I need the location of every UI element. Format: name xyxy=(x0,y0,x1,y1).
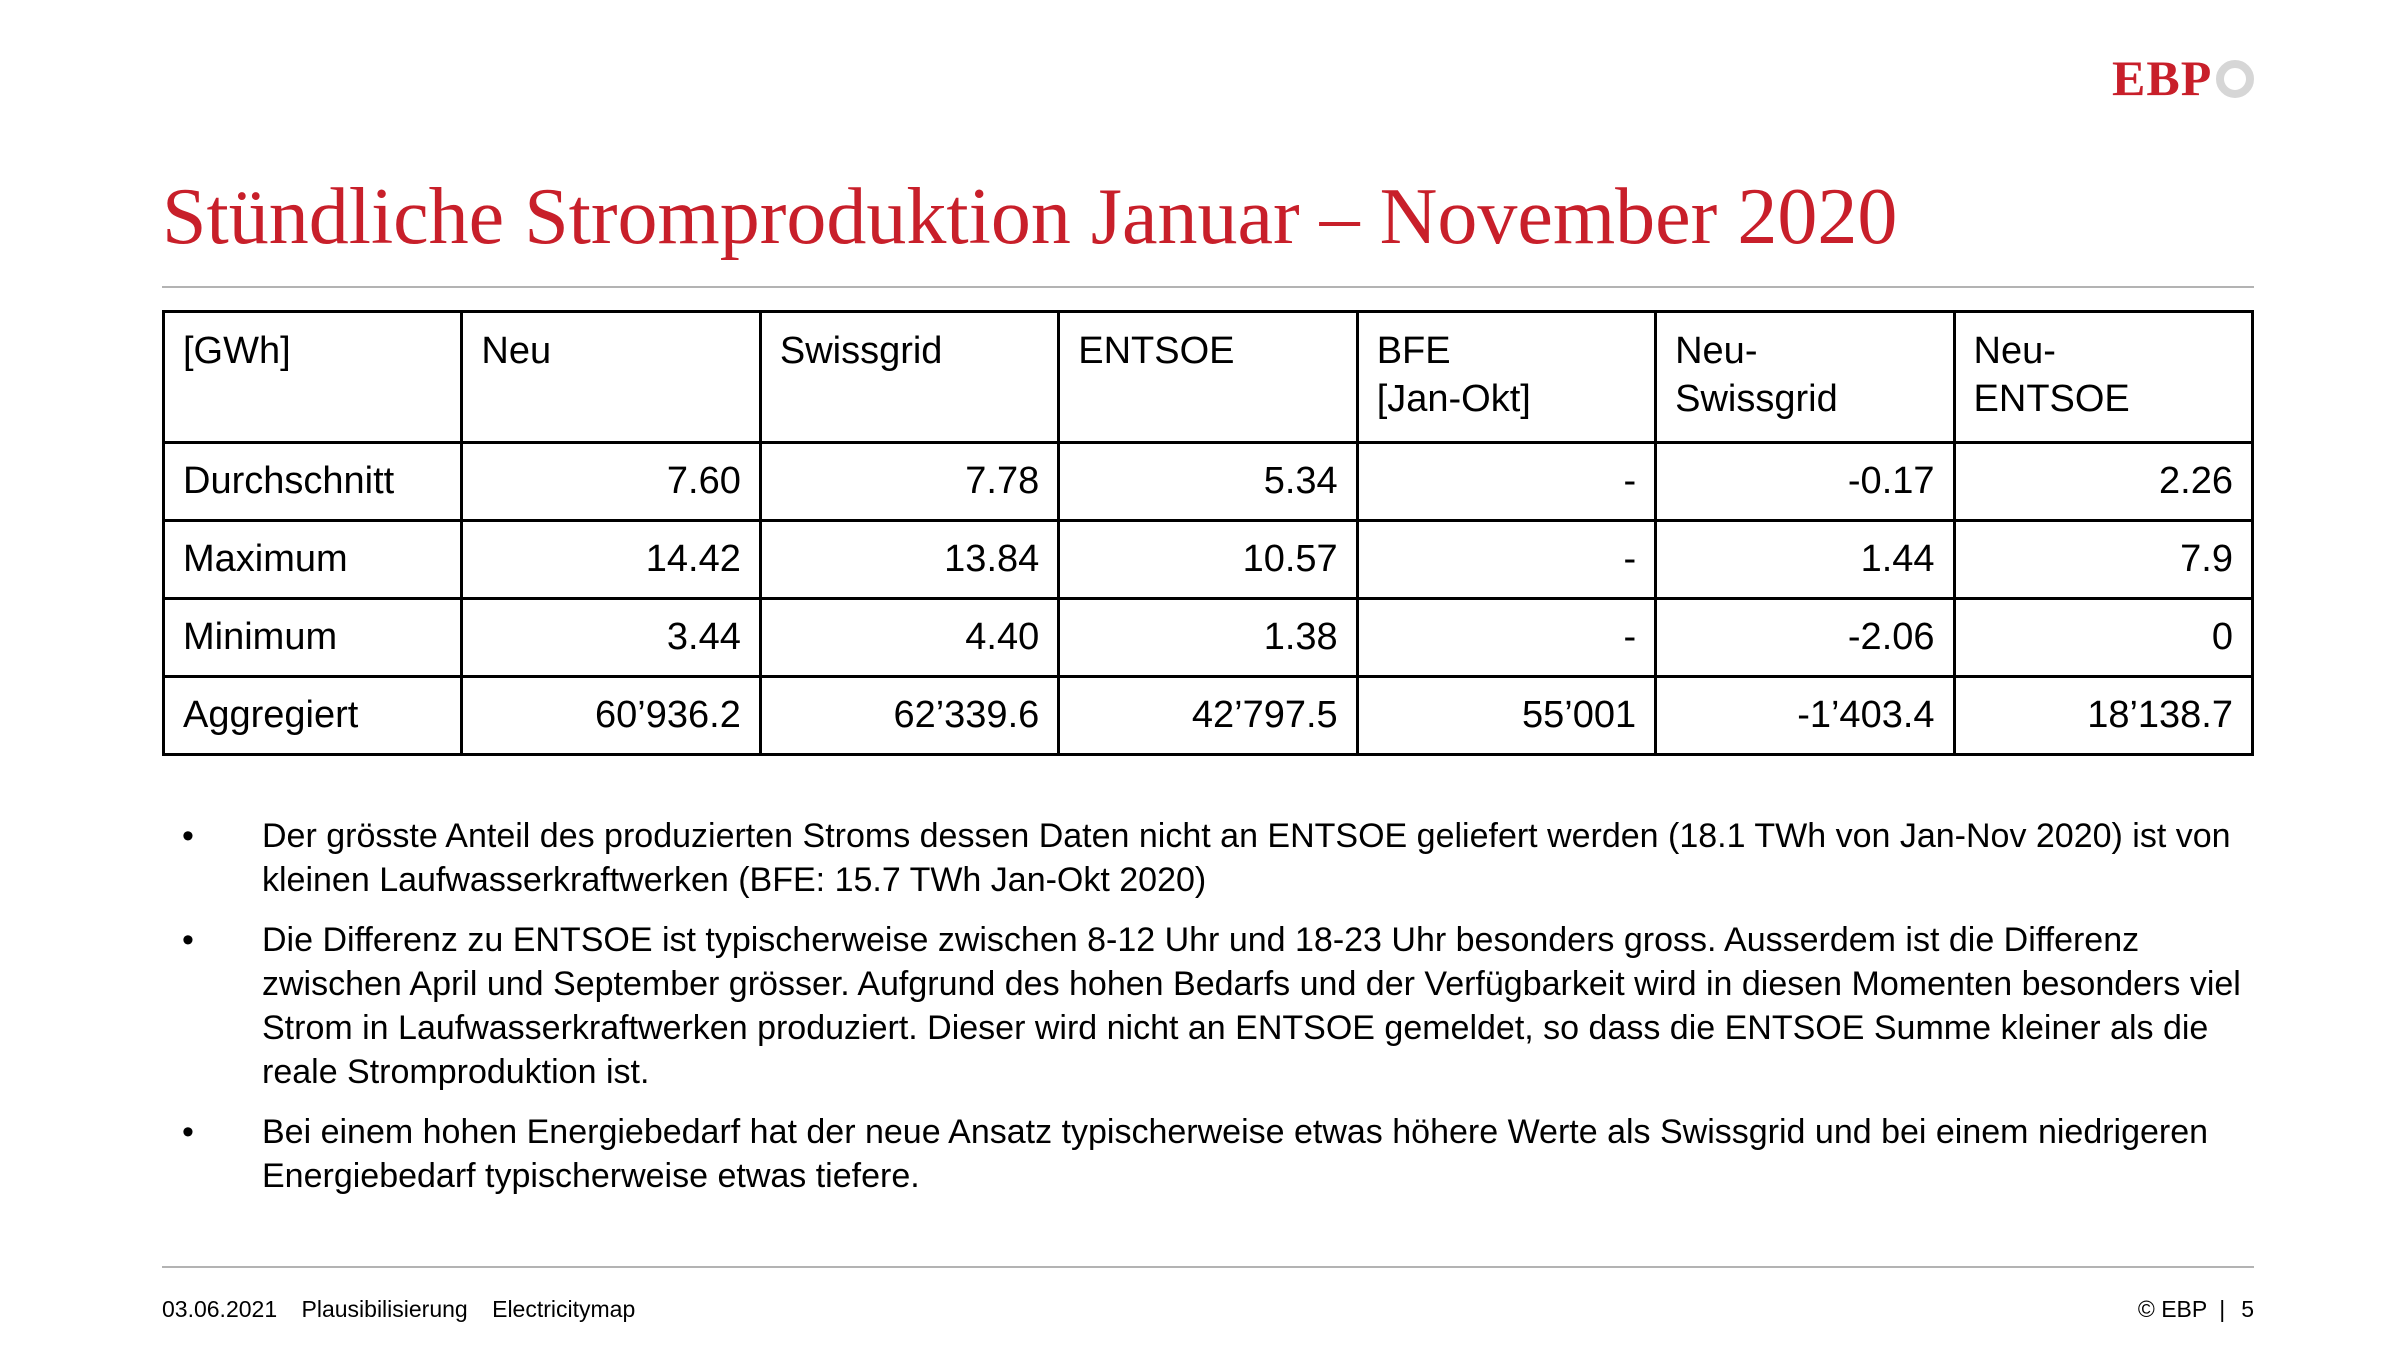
bullet-marker: • xyxy=(182,817,194,855)
slide-title: Stündliche Stromproduktion Januar – Nove… xyxy=(162,173,1898,261)
title-divider xyxy=(162,286,2254,288)
table-cell: 14.42 xyxy=(460,519,762,600)
header-cell-neu: Neu xyxy=(460,310,762,444)
header-line: Neu- xyxy=(1973,330,2056,372)
table-cell: 62’339.6 xyxy=(758,675,1061,756)
table-cell: 7.9 xyxy=(1952,519,2255,600)
table-cell: - xyxy=(1355,597,1658,678)
table-cell: 55’001 xyxy=(1355,675,1658,756)
logo-text: EBP xyxy=(2112,50,2213,106)
table-cell: 4.40 xyxy=(758,597,1061,678)
header-line: Neu xyxy=(481,330,552,372)
table-cell: 18’138.7 xyxy=(1952,675,2255,756)
header-line: Neu- xyxy=(1675,330,1758,372)
table-row: Maximum 14.42 13.84 10.57 - 1.44 7.9 xyxy=(161,519,2255,600)
bullet-text: Der grösste Anteil des produzierten Stro… xyxy=(262,817,2231,899)
table-cell: - xyxy=(1355,519,1658,600)
footer-divider xyxy=(162,1266,2254,1268)
header-line: ENTSOE xyxy=(1078,330,1235,372)
logo-ring-icon xyxy=(2216,60,2255,98)
bullet-text: Bei einem hohen Energiebedarf hat der ne… xyxy=(262,1113,2209,1195)
list-item: • Der grösste Anteil des produzierten St… xyxy=(182,814,2242,902)
footer-right: © EBP | 5 xyxy=(2138,1296,2254,1323)
table-cell: 60’936.2 xyxy=(460,675,762,756)
statistics-table: [GWh] Neu Swissgrid ENTSOE BFE [Jan-Okt] … xyxy=(161,310,2255,756)
ebp-logo: EBP xyxy=(2112,48,2255,108)
table-row: Minimum 3.44 4.40 1.38 - -2.06 0 xyxy=(161,597,2255,678)
table-header-row: [GWh] Neu Swissgrid ENTSOE BFE [Jan-Okt] … xyxy=(161,310,2255,444)
list-item: • Bei einem hohen Energiebedarf hat der … xyxy=(182,1110,2242,1198)
header-cell-bfe: BFE [Jan-Okt] xyxy=(1355,310,1658,444)
table-cell: 7.60 xyxy=(460,441,762,522)
table-cell: 1.38 xyxy=(1057,597,1359,678)
header-line: Swissgrid xyxy=(1675,378,1838,420)
header-cell-unit: [GWh] xyxy=(161,310,464,444)
header-cell-neu-swissgrid: Neu- Swissgrid xyxy=(1654,310,1956,444)
table-cell: -1’403.4 xyxy=(1654,675,1956,756)
bullet-marker: • xyxy=(182,1113,194,1151)
header-line: [GWh] xyxy=(183,330,291,372)
header-line: [Jan-Okt] xyxy=(1376,378,1531,420)
table-cell: 42’797.5 xyxy=(1057,675,1359,756)
table-cell: -2.06 xyxy=(1654,597,1956,678)
table-cell: 1.44 xyxy=(1654,519,1956,600)
footer-copyright: © EBP xyxy=(2137,1296,2208,1322)
footer-separator: | xyxy=(2219,1296,2226,1322)
table-cell: -0.17 xyxy=(1654,441,1956,522)
footer-date: 03.06.2021 xyxy=(162,1296,278,1322)
table-row: Aggregiert 60’936.2 62’339.6 42’797.5 55… xyxy=(161,675,2255,756)
table-cell: 0 xyxy=(1952,597,2255,678)
header-cell-neu-entsoe: Neu- ENTSOE xyxy=(1952,310,2255,444)
header-cell-swissgrid: Swissgrid xyxy=(758,310,1061,444)
footer-topic: Electricitymap xyxy=(492,1296,636,1322)
table-cell: 13.84 xyxy=(758,519,1061,600)
page-number: 5 xyxy=(2241,1296,2254,1322)
bullet-list: • Der grösste Anteil des produzierten St… xyxy=(182,814,2242,1214)
bullet-marker: • xyxy=(182,921,194,959)
row-label: Aggregiert xyxy=(161,675,464,756)
header-line: ENTSOE xyxy=(1973,378,2130,420)
header-line: BFE xyxy=(1376,330,1451,372)
bullet-text: Die Differenz zu ENTSOE ist typischerwei… xyxy=(262,921,2241,1091)
header-cell-entsoe: ENTSOE xyxy=(1057,310,1359,444)
row-label: Minimum xyxy=(161,597,464,678)
table-cell: 3.44 xyxy=(460,597,762,678)
table-cell: 5.34 xyxy=(1057,441,1359,522)
header-line: Swissgrid xyxy=(779,330,943,372)
footer-project: Plausibilisierung xyxy=(301,1296,468,1322)
row-label: Maximum xyxy=(161,519,464,600)
table-cell: - xyxy=(1355,441,1658,522)
footer-left: 03.06.2021 Plausibilisierung Electricity… xyxy=(162,1296,653,1323)
table-cell: 10.57 xyxy=(1057,519,1359,600)
table-row: Durchschnitt 7.60 7.78 5.34 - -0.17 2.26 xyxy=(161,441,2255,522)
list-item: • Die Differenz zu ENTSOE ist typischerw… xyxy=(182,918,2242,1094)
table-cell: 7.78 xyxy=(758,441,1061,522)
row-label: Durchschnitt xyxy=(161,441,464,522)
table-cell: 2.26 xyxy=(1952,441,2255,522)
